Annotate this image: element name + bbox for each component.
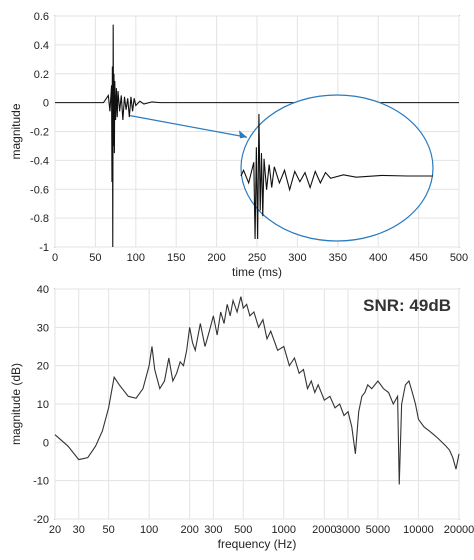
zoom-signal-line: [240, 113, 433, 240]
y-tick-label: 20: [37, 361, 49, 373]
x-tick-label: 30: [73, 524, 85, 536]
y-tick-label: 40: [37, 284, 49, 296]
series-top: [55, 24, 459, 248]
x-tick-label: 10000: [403, 524, 434, 536]
y-tick-label: -0.2: [30, 127, 49, 139]
x-tick-label: 3000: [336, 524, 360, 536]
x-tick-label: 150: [167, 252, 185, 264]
y-tick-label: 0: [43, 98, 49, 110]
x-tick-label: 0: [52, 252, 58, 264]
x-tick-label: 100: [140, 524, 158, 536]
x-axis-label-top: time (ms): [232, 265, 282, 279]
zoom-arrow-head: [239, 130, 247, 139]
snr-annotation: SNR: 49dB: [363, 296, 451, 315]
grid-bottom: [54, 288, 460, 520]
y-tick-label: 30: [37, 322, 49, 334]
x-tick-label: 500: [450, 252, 468, 264]
y-axis-label-bottom: magnitude (dB): [9, 363, 23, 445]
spectrum-line: [54, 296, 460, 485]
x-tick-label: 250: [248, 252, 266, 264]
x-tick-label: 450: [409, 252, 427, 264]
x-tick-label: 300: [288, 252, 306, 264]
x-tick-label: 400: [369, 252, 387, 264]
x-axis-label-bottom: frequency (Hz): [218, 537, 297, 551]
y-tick-label: -0.6: [30, 184, 49, 196]
x-tick-label: 200: [180, 524, 198, 536]
y-tick-label: -0.4: [30, 155, 49, 167]
x-tick-label: 5000: [366, 524, 390, 536]
x-tick-label: 200: [207, 252, 225, 264]
x-tick-label: 20000: [444, 524, 474, 536]
y-tick-label: 0.6: [34, 11, 49, 23]
signal-line: [55, 24, 459, 248]
x-tick-label: 20: [49, 524, 61, 536]
x-tick-label: 50: [102, 524, 114, 536]
x-tick-label: 2000: [312, 524, 336, 536]
zoom-ellipse: [240, 94, 434, 242]
x-tick-label: 50: [89, 252, 101, 264]
x-tick-label: 350: [329, 252, 347, 264]
tick-labels-bottom: 20 30 50 100 200 300 500 1000 2000 3000 5000 10000 2…: [33, 284, 474, 536]
y-axis-label-top: magnitude: [9, 103, 23, 159]
y-tick-label: 10: [37, 399, 49, 411]
x-tick-label: 500: [234, 524, 252, 536]
inset-zoom: [130, 94, 434, 242]
tick-labels-top: 0 50 100 150 200 250 300 350 400 450 500 -1 -0.8 -0.6…: [30, 11, 468, 264]
time-domain-chart: 0 50 100 150 200 250 300 350 400 450 500 -1 -0.8 -0.6…: [9, 11, 468, 279]
x-tick-label: 100: [127, 252, 145, 264]
series-bottom: [54, 296, 460, 485]
y-tick-label: 0.2: [34, 69, 49, 81]
zoom-arrow: [130, 115, 248, 138]
y-tick-label: 0: [43, 437, 49, 449]
x-tick-label: 300: [204, 524, 222, 536]
y-tick-label: -20: [33, 514, 49, 526]
y-tick-label: -1: [39, 242, 49, 254]
frequency-domain-chart: 20 30 50 100 200 300 500 1000 2000 3000 5000 10000 2…: [9, 284, 474, 551]
y-tick-label: -10: [33, 476, 49, 488]
y-tick-label: -0.8: [30, 213, 49, 225]
y-tick-label: 0.4: [34, 40, 49, 52]
x-tick-label: 1000: [272, 524, 296, 536]
